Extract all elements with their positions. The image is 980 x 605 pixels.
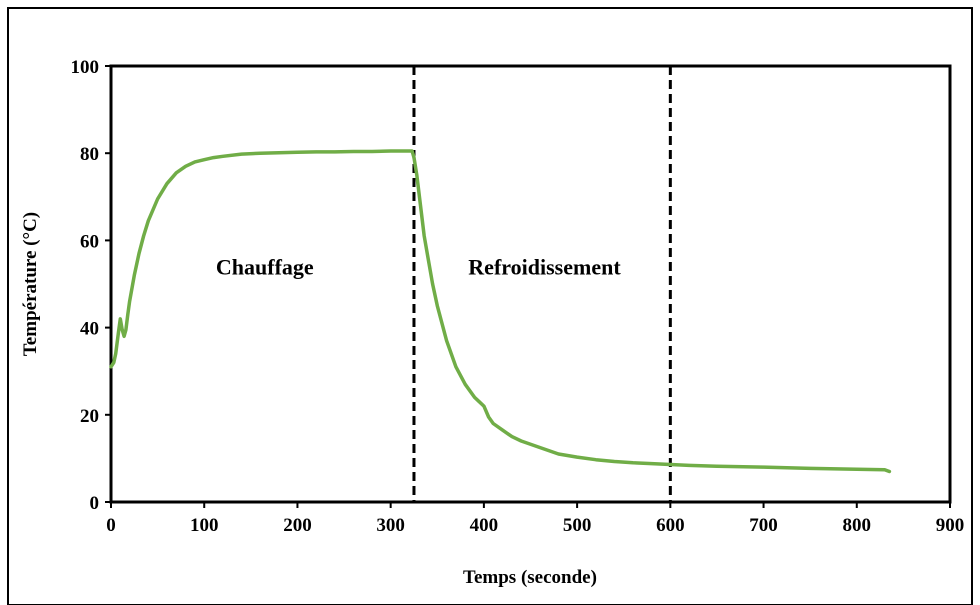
y-axis-label: Température (°C)	[20, 212, 41, 356]
y-tick-label: 100	[71, 57, 100, 78]
x-axis-label: Temps (seconde)	[463, 567, 597, 588]
y-tick-label: 20	[80, 406, 99, 427]
x-tick-label: 200	[283, 515, 312, 536]
vertical-reference-lines	[412, 66, 672, 502]
x-tick-label: 900	[936, 515, 965, 536]
y-tick-label: 40	[80, 319, 99, 340]
x-tick-label: 100	[190, 515, 219, 536]
x-tick-label: 600	[656, 515, 685, 536]
y-axis-ticks: 0 20 40 60 80 100	[71, 57, 111, 514]
y-tick-label: 0	[90, 493, 100, 514]
temperature-series-line	[109, 149, 892, 474]
series-layer	[109, 149, 892, 474]
annotations: Chauffage Refroidissement	[216, 255, 621, 280]
x-axis-ticks: 0 100 200 300 400 500 600 700 800 900	[106, 502, 964, 536]
phase-annotation: Chauffage	[216, 255, 314, 280]
x-tick-label: 800	[843, 515, 872, 536]
phase-annotation: Refroidissement	[468, 255, 621, 280]
x-tick-label: 300	[376, 515, 405, 536]
y-tick-label: 80	[80, 144, 99, 165]
chart-outer-border	[7, 7, 973, 605]
plot-area	[109, 64, 952, 504]
x-tick-label: 500	[563, 515, 592, 536]
x-tick-label: 0	[106, 515, 116, 536]
y-tick-label: 60	[80, 231, 99, 252]
x-tick-label: 400	[470, 515, 499, 536]
x-tick-label: 700	[749, 515, 778, 536]
